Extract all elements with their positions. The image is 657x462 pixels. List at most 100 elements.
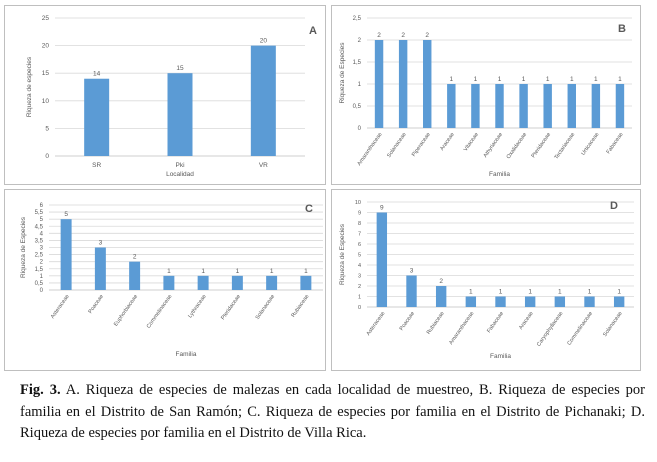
chart-c-ytick-label: 5,5 <box>35 210 44 216</box>
chart-c-category-label: Asteraceae <box>50 294 71 320</box>
chart-c-bar <box>163 275 175 290</box>
chart-b-bar <box>423 40 432 128</box>
chart-b-bar <box>591 84 601 128</box>
chart-b-ytick-label: 2,5 <box>353 16 362 22</box>
chart-d-data-label: 1 <box>528 289 532 296</box>
chart-b-data-label: 2 <box>425 32 429 39</box>
chart-b-y-axis-title: Riqueza de Especies <box>339 42 346 104</box>
chart-d-bar <box>406 275 417 307</box>
chart-a-data-label: 20 <box>260 38 268 45</box>
chart-d-ytick-label: 10 <box>355 200 361 206</box>
chart-c-data-label: 5 <box>64 211 68 218</box>
chart-a-ytick-label: 0 <box>45 153 49 160</box>
chart-b-svg: 0 0,5 1 1,5 2 2,5 2 Amaranthaceae 2 Solanaceae 2 Pi… <box>339 16 632 178</box>
chart-c-data-label: 1 <box>270 268 274 275</box>
chart-b-bar <box>567 84 576 128</box>
chart-b-data-label: 1 <box>522 76 526 83</box>
chart-b-panel-label: B <box>618 23 626 35</box>
chart-c-category-label: Solanaceae <box>255 294 277 321</box>
chart-d-ytick-label: 3 <box>358 274 361 280</box>
chart-d-bar <box>554 296 566 307</box>
chart-a-bar <box>84 78 110 156</box>
figure-caption: Fig. 3. A. Riqueza de especies de maleza… <box>20 380 645 445</box>
chart-b-data-label: 2 <box>377 32 381 39</box>
chart-d-panel-label: D <box>610 200 618 212</box>
chart-d-ytick-label: 7 <box>358 232 361 238</box>
chart-c-category-label: Commelinaceae <box>146 294 174 330</box>
chart-d-data-label: 1 <box>558 289 562 296</box>
chart-b-category-label: Urticaceae <box>581 132 601 157</box>
chart-d-category-label: Amaranthaceae <box>448 311 475 346</box>
chart-d-ytick-label: 0 <box>358 305 361 311</box>
chart-b-bar <box>398 40 408 128</box>
chart-b-ytick-label: 0,5 <box>353 104 362 110</box>
chart-c-ytick-label: 2 <box>40 260 44 266</box>
chart-panel-c: 0 0,5 1 1,5 2 2,5 3 3,5 4 4,5 5 5,5 6 5 Asteraceae 3 Poa… <box>4 189 326 371</box>
chart-b-category-label: Solanaceae <box>386 132 408 159</box>
chart-d-bar <box>465 296 477 307</box>
chart-c-ytick-label: 3 <box>40 246 44 252</box>
chart-a-svg: 0 5 10 15 20 25 14 SR 15 Pki 20 VR Localidad Riqueza … <box>26 15 317 178</box>
chart-c-bar <box>60 219 72 290</box>
chart-d-data-label: 3 <box>410 268 414 275</box>
chart-a-y-axis-title: Riqueza de especies <box>26 56 33 117</box>
chart-c-data-label: 1 <box>201 268 205 275</box>
chart-b-data-label: 1 <box>474 76 478 83</box>
chart-c-ytick-label: 1,5 <box>35 267 44 273</box>
chart-d-data-label: 1 <box>617 289 621 296</box>
chart-d-y-axis-title: Riqueza de Especies <box>339 223 346 285</box>
chart-b-bar <box>374 40 384 128</box>
chart-d-ytick-label: 4 <box>358 263 361 269</box>
chart-d-ytick-label: 8 <box>358 221 361 227</box>
figure-caption-text: A. Riqueza de especies de malezas en cad… <box>20 382 645 441</box>
chart-a-x-axis-title: Localidad <box>166 171 194 178</box>
chart-c-data-label: 1 <box>304 268 308 275</box>
chart-c-bar <box>266 275 278 290</box>
chart-d-category-label: Commelinaceae <box>566 311 594 347</box>
chart-d-category-label: Solanaceae <box>602 311 624 338</box>
chart-d-bar <box>376 212 388 307</box>
chart-b-ytick-label: 1 <box>358 82 362 88</box>
chart-panel-b: 0 0,5 1 1,5 2 2,5 2 Amaranthaceae 2 Solanaceae 2 Pi… <box>331 5 641 185</box>
chart-d-ytick-label: 2 <box>358 284 361 290</box>
chart-b-x-axis-title: Familia <box>489 171 510 178</box>
chart-a-data-label: 15 <box>176 65 184 72</box>
chart-d-bar <box>584 296 595 307</box>
chart-d-ytick-label: 5 <box>358 253 361 259</box>
chart-a-ytick-label: 15 <box>42 70 50 77</box>
chart-c-ytick-label: 5 <box>40 217 44 223</box>
chart-b-data-label: 2 <box>401 32 405 39</box>
chart-c-bar <box>129 261 141 290</box>
chart-d-data-label: 9 <box>380 205 384 212</box>
chart-d-data-label: 1 <box>499 289 503 296</box>
chart-a-panel-label: A <box>309 25 317 37</box>
chart-c-ytick-label: 3,5 <box>35 238 44 244</box>
chart-d-category-label: Rubiaceae <box>426 311 446 336</box>
chart-b-data-label: 1 <box>450 76 454 83</box>
chart-d-ytick-label: 9 <box>358 211 361 217</box>
chart-c-bar <box>231 275 243 290</box>
chart-d-bar <box>613 296 625 307</box>
chart-c-data-label: 3 <box>99 240 103 247</box>
chart-c-data-label: 1 <box>167 268 171 275</box>
chart-c-panel-label: C <box>305 203 313 215</box>
chart-b-category-label: Athyriaceae <box>483 132 505 159</box>
chart-d-category-label: Caryophyllaceae <box>536 311 564 348</box>
chart-c-ytick-label: 0,5 <box>35 281 44 287</box>
chart-c-category-label: Rubiaceae <box>291 294 311 319</box>
chart-a-ytick-label: 20 <box>42 43 50 50</box>
chart-a-category-label: SR <box>92 162 101 169</box>
chart-c-x-axis-title: Familia <box>176 351 197 358</box>
chart-b-category-label: Oxalidaceae <box>506 132 528 160</box>
chart-d-bar <box>524 296 536 307</box>
chart-d-bar <box>435 286 447 307</box>
chart-b-category-label: Vitaceae <box>463 132 480 153</box>
chart-c-ytick-label: 2,5 <box>35 253 44 259</box>
chart-b-category-label: Amaranthaceae <box>356 132 383 167</box>
chart-b-data-label: 1 <box>498 76 502 83</box>
chart-a-category-label: VR <box>259 162 268 169</box>
chart-a-data-label: 14 <box>93 71 101 78</box>
chart-d-data-label: 2 <box>439 278 443 285</box>
chart-d-data-label: 1 <box>469 289 473 296</box>
chart-c-category-label: Euphorbiaceae <box>113 294 139 328</box>
